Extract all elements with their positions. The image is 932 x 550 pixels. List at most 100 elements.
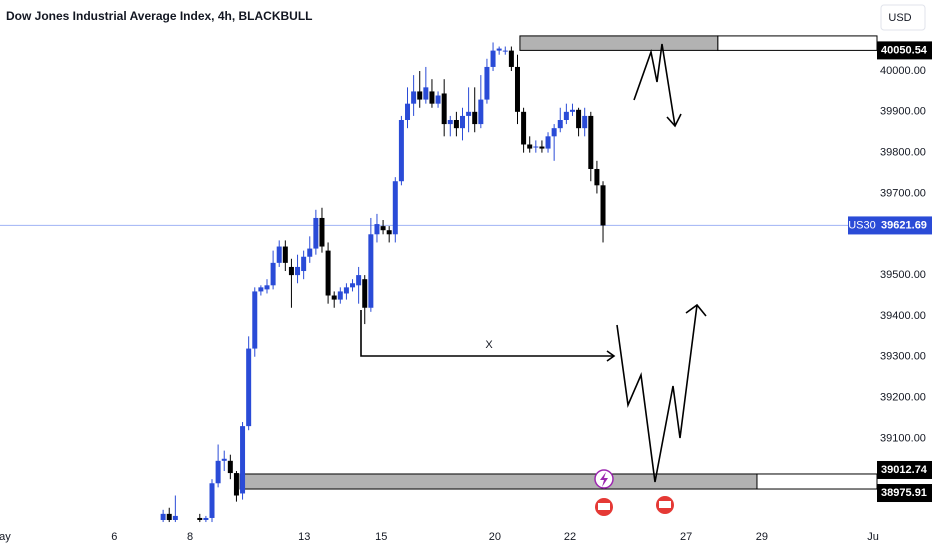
arrowhead	[685, 303, 707, 317]
candle-body	[246, 348, 252, 427]
candle-body	[563, 111, 569, 120]
drawn-arrow	[360, 310, 614, 357]
x-tick-label: 20	[489, 531, 501, 543]
candle-body	[386, 230, 392, 235]
zone	[519, 35, 719, 51]
candle-body	[227, 460, 233, 474]
candle-body	[539, 146, 545, 149]
symbol-label: US30	[848, 219, 876, 231]
candle-body	[435, 95, 441, 104]
y-tick-label: 39500.00	[880, 269, 926, 281]
candle-body	[496, 48, 502, 51]
price-label: 39012.74	[881, 464, 928, 476]
x-tick-label: 8	[187, 531, 193, 543]
plot-area	[0, 35, 878, 523]
candle-body	[337, 291, 343, 300]
price-label-box	[877, 484, 932, 503]
candle-body	[600, 185, 606, 226]
candle-body	[527, 144, 533, 149]
price-label: 38975.91	[881, 487, 927, 499]
zone	[239, 473, 758, 490]
candle-body	[453, 120, 459, 129]
candle-body	[508, 50, 514, 67]
candle-body	[325, 250, 331, 296]
candle-body	[502, 50, 508, 52]
candle-body	[295, 266, 301, 276]
annotation: X	[485, 339, 493, 351]
candle-body	[447, 120, 453, 125]
candle-body	[215, 460, 221, 484]
candle-body	[551, 128, 557, 137]
candle-body	[160, 513, 166, 520]
candle-body	[350, 283, 356, 288]
candle-body	[557, 120, 563, 129]
x-tick-label: 29	[756, 531, 768, 543]
flag	[598, 503, 610, 510]
y-tick-label: 39200.00	[880, 391, 926, 403]
candle-body	[166, 513, 172, 520]
candle-body	[429, 91, 435, 104]
drawn-zigzag	[616, 304, 698, 483]
candle-body	[288, 266, 294, 276]
candle-body	[307, 248, 313, 257]
candle-body	[405, 103, 411, 120]
y-tick-label: 39900.00	[880, 106, 926, 118]
price-label-box	[877, 460, 932, 479]
x-tick-label: 15	[375, 531, 387, 543]
candle-body	[472, 111, 478, 125]
candle-body	[441, 93, 447, 125]
candle-body	[258, 287, 264, 292]
currency-button[interactable]	[880, 4, 926, 31]
y-tick-label: 39300.00	[880, 351, 926, 363]
candle-body	[576, 109, 582, 129]
candle-body	[423, 87, 429, 100]
candle-body	[197, 517, 203, 520]
candle-body	[460, 115, 465, 129]
candle-body	[356, 275, 362, 286]
candle-body	[594, 168, 600, 186]
arrowhead	[666, 113, 682, 128]
zone-extension	[756, 473, 878, 490]
y-tick-label: 39800.00	[880, 147, 926, 159]
candle-body	[521, 111, 527, 145]
candle-body	[490, 50, 496, 67]
candle-body	[374, 224, 380, 235]
candle-body	[264, 285, 270, 290]
event-icon-bolt	[600, 472, 608, 487]
price-label-box	[877, 41, 932, 60]
candle-body	[172, 515, 178, 520]
candle-body	[380, 226, 386, 231]
x-tick-label: Ju	[867, 531, 879, 543]
candle-body	[392, 181, 398, 235]
candle-body	[362, 279, 368, 308]
price-axis: 39100.00 39200.00 39300.00 39400.00 39500.00…	[0, 41, 932, 543]
y-tick-label: 39100.00	[880, 432, 926, 444]
y-tick-label: 39400.00	[880, 310, 926, 322]
candle-body	[533, 146, 539, 148]
candle-body	[221, 458, 227, 461]
candle-body	[301, 256, 307, 272]
x-tick-label: 6	[111, 531, 117, 543]
zone-extension	[717, 35, 878, 51]
candle-body	[282, 246, 288, 263]
y-tick-label: 39700.00	[880, 187, 926, 199]
y-tick-label: 40000.00	[880, 65, 926, 77]
candle-body	[478, 99, 484, 125]
candle-body	[319, 217, 325, 247]
candle-body	[484, 66, 490, 100]
candle-body	[209, 483, 215, 518]
candle-body	[411, 91, 417, 104]
candle-body	[588, 115, 594, 169]
candle-body	[252, 291, 258, 349]
price-label: 40050.54	[881, 44, 928, 56]
arrowhead	[606, 350, 616, 362]
candle-body	[368, 234, 374, 308]
candle-body	[569, 109, 575, 112]
candle-body	[417, 91, 423, 100]
candle-body	[313, 217, 319, 249]
x-tick-label: ay	[0, 531, 11, 543]
candle-body	[233, 473, 239, 496]
candle-body	[398, 120, 404, 182]
